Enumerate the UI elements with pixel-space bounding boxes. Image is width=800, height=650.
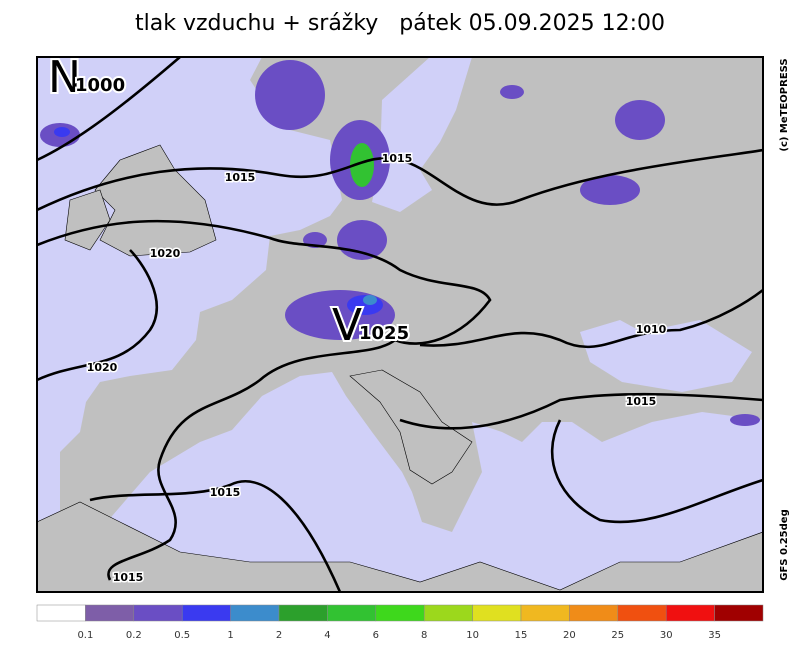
baltic (372, 57, 472, 212)
legend-label: 30 (660, 630, 673, 641)
legend-swatch (714, 604, 764, 622)
legend-label: 15 (515, 630, 528, 641)
legend-swatch (85, 604, 135, 622)
legend-swatch (423, 604, 473, 622)
legend-swatch (375, 604, 425, 622)
legend-swatch (569, 604, 619, 622)
center-value: 1000 (75, 75, 125, 96)
isobar-label: 1015 (382, 152, 413, 165)
precipitation (40, 60, 760, 426)
africa (37, 501, 763, 592)
legend-swatch (520, 604, 570, 622)
legend-label: 10 (466, 630, 479, 641)
isobar-label: 1015 (113, 571, 144, 584)
copyright: (c) MeTEOPRESS (779, 58, 790, 151)
mediterranean (100, 372, 763, 592)
legend-label: 0.5 (174, 630, 190, 641)
legend-swatch (36, 604, 86, 622)
legend-label: 6 (373, 630, 379, 641)
britain (94, 144, 217, 257)
legend-label: 20 (563, 630, 576, 641)
legend-swatch (665, 604, 715, 622)
center-value: 1025 (359, 323, 409, 344)
legend-label: 4 (324, 630, 330, 641)
center-letter: N (48, 52, 81, 103)
map-frame (36, 56, 764, 593)
isobar-label: 1010 (636, 323, 667, 336)
legend-swatch (617, 604, 667, 622)
legend-label: 25 (611, 630, 624, 641)
title: tlak vzduchu + srážky pátek 05.09.2025 1… (135, 11, 665, 36)
legend-swatch (278, 604, 328, 622)
legend-swatch (472, 604, 522, 622)
legend-label: 0.1 (77, 630, 93, 641)
legend-label: 1 (227, 630, 233, 641)
map (37, 57, 763, 592)
legend-swatch (327, 604, 377, 622)
legend-label: 0.2 (126, 630, 142, 641)
isobar-label: 1020 (87, 361, 118, 374)
model-label: GFS 0.25deg (779, 509, 790, 581)
legend-swatch (133, 604, 183, 622)
legend-swatch (230, 604, 280, 622)
isobar-label: 1015 (225, 171, 256, 184)
legend-label: 35 (708, 630, 721, 641)
center-letter: V (332, 300, 362, 351)
isobar-label: 1015 (210, 486, 241, 499)
isobar-label: 1020 (150, 247, 181, 260)
italy (349, 369, 473, 485)
isobars (37, 57, 763, 592)
legend-swatch (181, 604, 231, 622)
ireland (64, 189, 111, 251)
legend-label: 8 (421, 630, 427, 641)
isobar-label: 1015 (626, 395, 657, 408)
black-sea (580, 320, 752, 392)
legend-label: 2 (276, 630, 282, 641)
